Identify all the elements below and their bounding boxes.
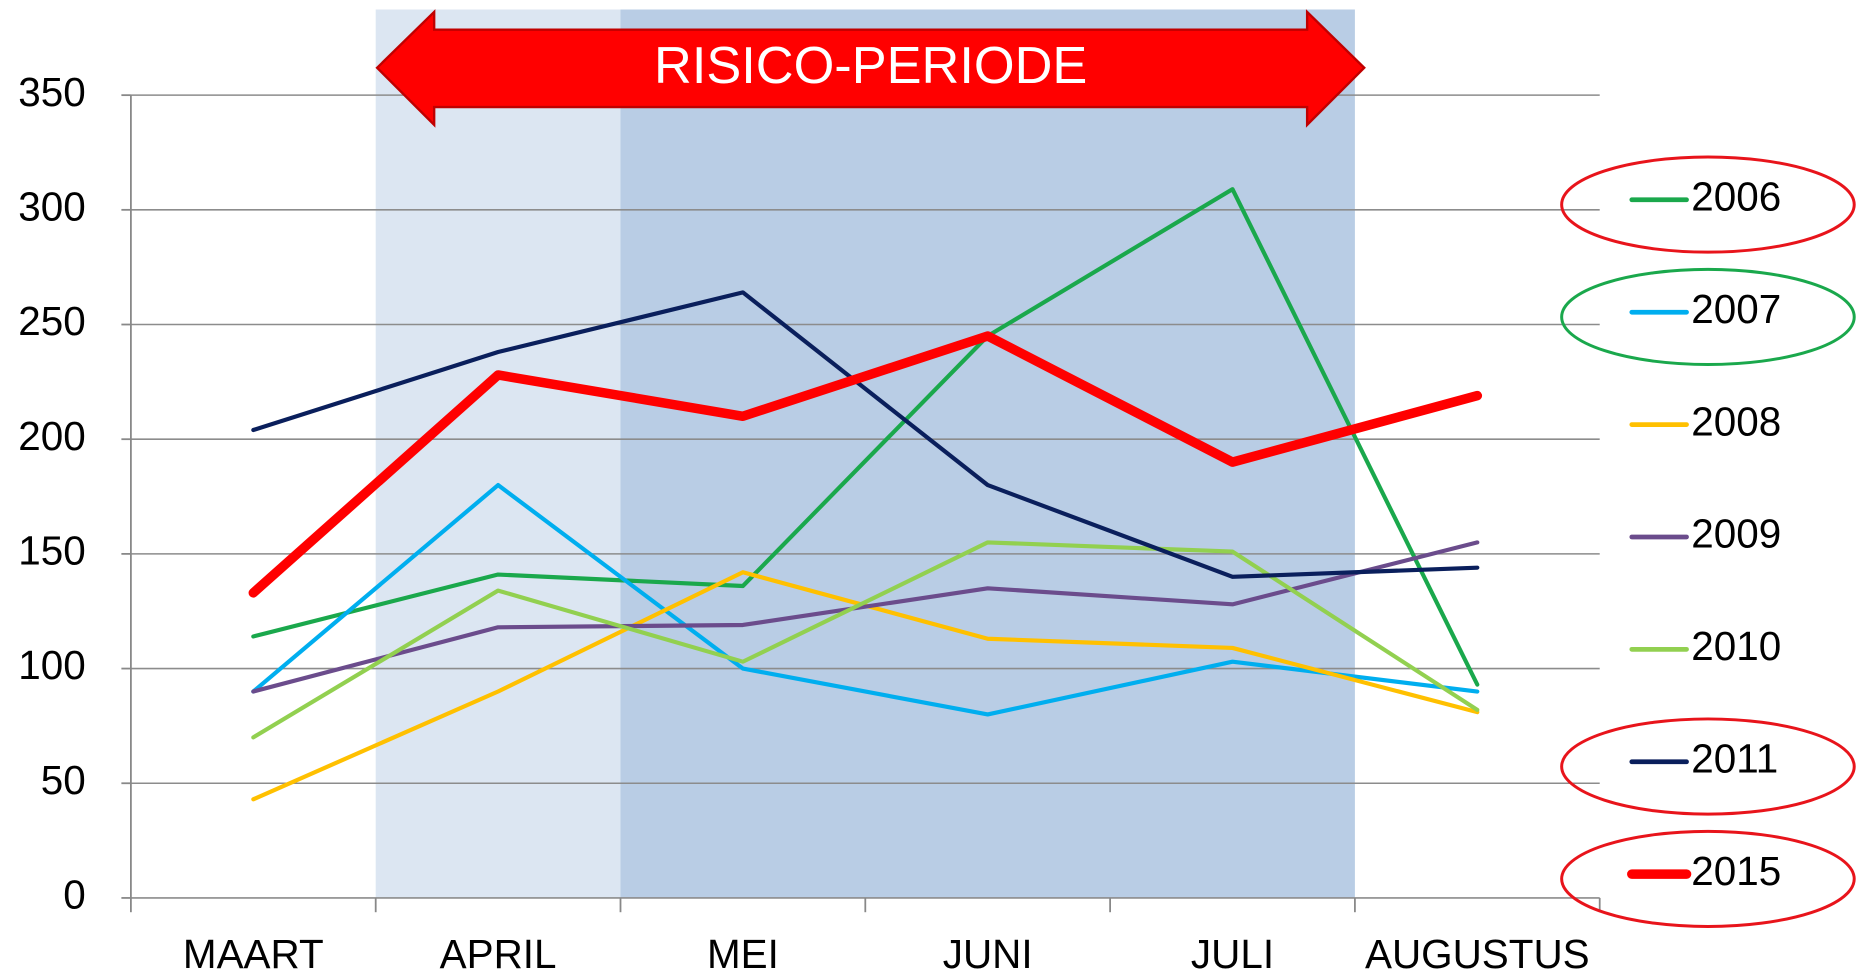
series-line (251, 540, 1480, 740)
x-tick-label: MAART (183, 931, 324, 977)
y-tick-label: 50 (41, 757, 86, 803)
y-tick-label: 300 (18, 184, 85, 230)
risk-banner: RISICO-PERIODE (375, 9, 1366, 128)
legend-label: 2009 (1691, 511, 1781, 557)
lines (248, 187, 1483, 802)
legend-ring (1560, 717, 1856, 816)
y-tick-label: 200 (18, 413, 85, 459)
x-tick-label: JULI (1191, 931, 1274, 977)
series-line (251, 482, 1480, 717)
legend-label: 2008 (1691, 398, 1781, 444)
legend-ring (1560, 155, 1856, 254)
y-tick-label: 150 (18, 528, 85, 574)
x-tick-label: JUNI (943, 931, 1033, 977)
legend-label: 2015 (1691, 848, 1781, 894)
series-line (251, 540, 1480, 694)
y-tick-label: 0 (63, 872, 85, 918)
series-line (251, 290, 1480, 579)
shade-dark (620, 9, 1355, 898)
legend-label: 2010 (1691, 623, 1781, 669)
annotation: RISICO-PERIODE (654, 37, 1087, 95)
background (375, 9, 1355, 898)
legend-label: 2011 (1691, 735, 1778, 781)
x-tick-label: APRIL (440, 931, 557, 977)
legend-label: 2007 (1691, 286, 1781, 332)
y-tick-label: 250 (18, 298, 85, 344)
legend-label: 2006 (1691, 173, 1781, 219)
series-line (248, 331, 1483, 598)
legend: 2006 2007 2008 2009 2010 2011 2015 (1560, 155, 1856, 928)
grid: 0 50 100 150 200 250 300 350 MAART APRIL MEI JUNI JU… (18, 69, 1601, 977)
legend-ring (1560, 829, 1856, 928)
x-tick-label: AUGUSTUS (1365, 931, 1590, 977)
y-tick-label: 100 (18, 642, 85, 688)
double-arrow (375, 9, 1366, 128)
series-line (251, 187, 1480, 687)
y-tick-label: 350 (18, 69, 85, 115)
legend-ring (1560, 267, 1856, 367)
x-tick-label: MEI (707, 931, 779, 977)
